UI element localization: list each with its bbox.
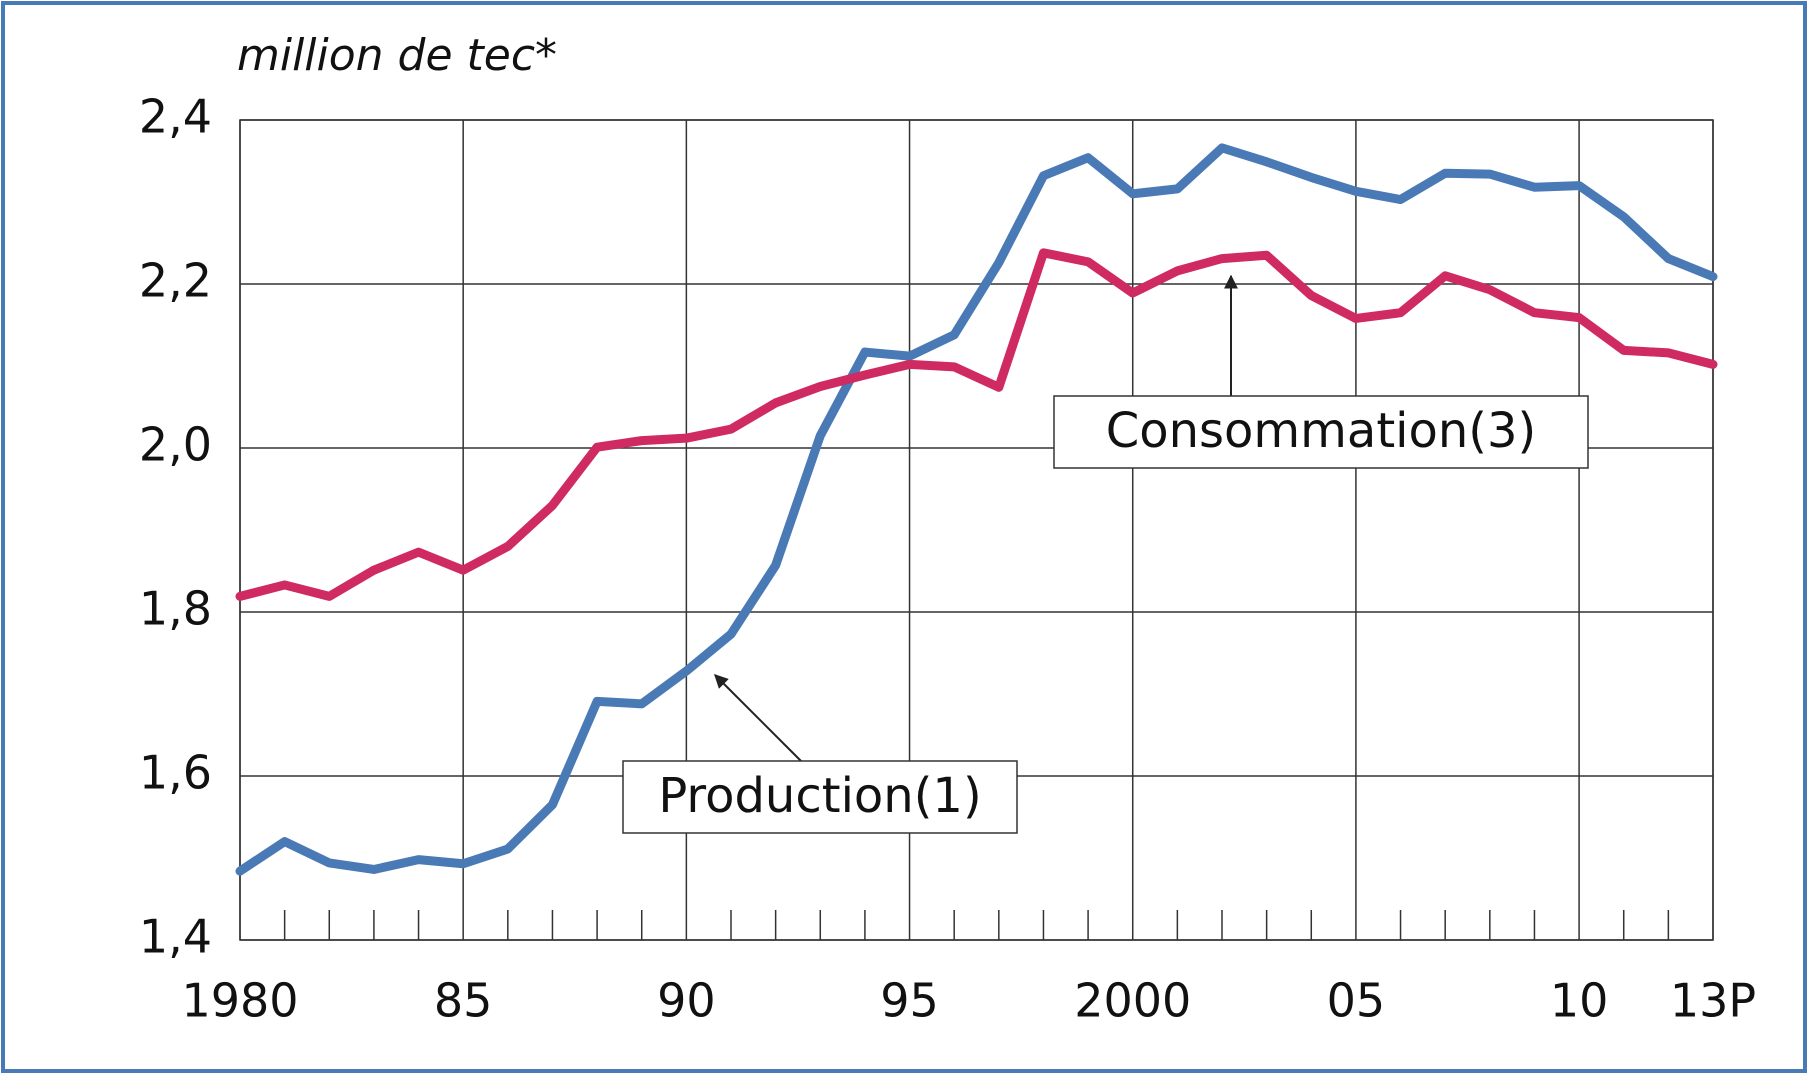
x-tick-label: 1980 <box>181 974 298 1028</box>
line-series <box>235 143 1718 876</box>
x-tick-label: 13P <box>1670 974 1756 1028</box>
line-series <box>235 248 1718 601</box>
y-tick-label: 1,4 <box>139 910 212 964</box>
annotation-box <box>622 760 1018 834</box>
x-tick-label: 95 <box>880 974 939 1028</box>
x-tick-label: 85 <box>434 974 493 1028</box>
annotation-arrow <box>714 674 802 762</box>
x-tick-label: 90 <box>657 974 716 1028</box>
y-tick-label: 1,6 <box>139 746 212 800</box>
y-tick-label: 2,4 <box>139 90 212 144</box>
annotation-label: Production(1) <box>658 768 981 824</box>
x-tick-label: 05 <box>1327 974 1386 1028</box>
y-tick-label: 2,2 <box>139 254 212 308</box>
annotation-box <box>1053 395 1589 469</box>
y-axis-label: million de tec* <box>237 30 557 81</box>
y-tick-label: 1,8 <box>139 582 212 636</box>
annotation-label: Consommation(3) <box>1106 403 1537 459</box>
x-tick-label: 2000 <box>1074 974 1191 1028</box>
x-tick-label: 10 <box>1550 974 1609 1028</box>
y-tick-label: 2,0 <box>139 418 212 472</box>
